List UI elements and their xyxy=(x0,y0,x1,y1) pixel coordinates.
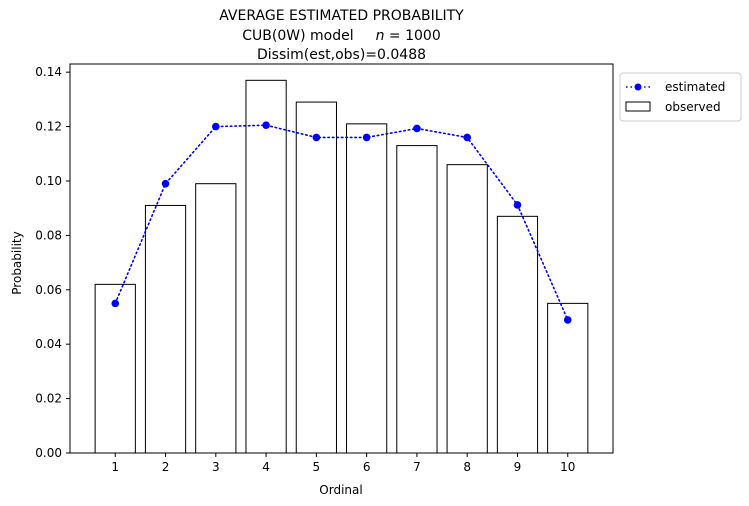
title-n-var: n xyxy=(375,28,385,44)
estimated-point xyxy=(161,179,170,188)
observed-bar xyxy=(295,101,337,454)
chart-title-line3: Dissim(est,obs)=0.0488 xyxy=(256,47,427,63)
legend-observed-swatch xyxy=(625,101,651,112)
legend: estimated observed xyxy=(619,72,742,122)
x-tick-label: 10 xyxy=(560,460,575,474)
x-axis-label: Ordinal xyxy=(319,483,362,497)
x-tick-label: 5 xyxy=(313,460,321,474)
title-model-text: CUB(0W) model xyxy=(242,28,354,44)
observed-bar xyxy=(245,79,287,454)
x-tick-label: 6 xyxy=(363,460,371,474)
y-tick-label: 0.04 xyxy=(35,337,62,351)
legend-estimated-label: estimated xyxy=(665,80,725,94)
plot-frame xyxy=(69,63,614,454)
y-tick-label: 0.08 xyxy=(35,228,62,242)
chart-title-line1: AVERAGE ESTIMATED PROBABILITY xyxy=(219,8,464,24)
estimated-series xyxy=(111,121,572,324)
y-tick-label: 0.12 xyxy=(35,120,62,134)
observed-bar xyxy=(446,164,488,454)
estimated-point xyxy=(262,121,270,130)
estimated-point xyxy=(563,316,572,324)
estimated-point xyxy=(413,124,421,133)
x-tick-label: 8 xyxy=(463,460,471,474)
observed-bar xyxy=(346,123,388,454)
x-tick-label: 7 xyxy=(413,460,421,474)
observed-bar xyxy=(547,302,589,454)
estimated-point xyxy=(111,299,120,308)
x-tick-label: 4 xyxy=(262,460,270,474)
x-tick-label: 2 xyxy=(162,460,170,474)
estimated-point xyxy=(362,133,371,142)
x-tick-label: 3 xyxy=(212,460,220,474)
y-tick-label: 0.06 xyxy=(35,283,62,297)
legend-observed-label: observed xyxy=(665,100,721,114)
observed-bar xyxy=(396,145,438,454)
y-tick-label: 0.02 xyxy=(35,392,62,406)
y-tick-label: 0.10 xyxy=(35,174,62,188)
title-n-value: = 1000 xyxy=(384,28,441,44)
estimated-point xyxy=(463,133,471,142)
y-tick-label: 0.00 xyxy=(35,446,62,460)
chart-title-line2: CUB(0W) model n = 1000 xyxy=(70,28,613,44)
y-tick-label: 0.14 xyxy=(35,65,62,79)
estimated-point xyxy=(212,122,220,131)
observed-bar xyxy=(144,204,187,454)
estimated-line xyxy=(114,124,569,321)
observed-bars xyxy=(94,79,589,454)
legend-estimated-marker xyxy=(634,83,642,91)
x-tick-label: 1 xyxy=(111,460,119,474)
estimated-point xyxy=(513,201,522,209)
axes: 1 2 3 4 5 6 7 8 9 10 0.00 0.02 0.04 0.06 0.08 0.10 0.12 0… xyxy=(35,63,614,474)
observed-bar xyxy=(496,215,539,454)
estimated-point xyxy=(312,133,321,142)
observed-bar xyxy=(195,183,237,454)
y-axis-label: Probability xyxy=(10,231,24,294)
x-tick-label: 9 xyxy=(514,460,522,474)
observed-bar xyxy=(94,283,136,454)
